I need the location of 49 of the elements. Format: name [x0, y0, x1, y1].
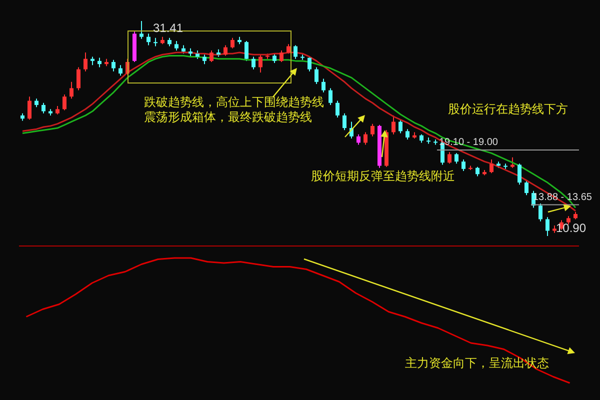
candlestick	[294, 44, 298, 60]
candlestick	[140, 20, 144, 40]
candlestick	[224, 44, 228, 56]
candlestick	[356, 134, 360, 146]
candlestick	[336, 100, 340, 118]
candlestick	[538, 203, 542, 222]
candlestick	[272, 53, 276, 64]
candlestick	[448, 152, 452, 164]
candlestick	[314, 66, 318, 84]
candlestick	[28, 96, 32, 120]
candlestick	[476, 166, 480, 177]
candlestick	[174, 40, 178, 51]
candlestick	[210, 50, 214, 62]
candlestick	[70, 81, 74, 100]
candlestick	[62, 94, 66, 111]
candlestick	[322, 78, 326, 93]
candlestick	[490, 158, 494, 174]
candlestick	[546, 216, 550, 236]
candlestick	[76, 66, 80, 91]
annotation: 跌破趋势线，高位上下围绕趋势线	[144, 95, 324, 109]
candlestick	[230, 37, 234, 49]
candlestick	[308, 56, 312, 72]
candlestick	[392, 114, 396, 135]
candlestick	[98, 57, 102, 68]
candlestick	[84, 52, 88, 72]
candlestick	[146, 33, 150, 46]
candlestick	[202, 54, 206, 65]
candlestick	[280, 50, 284, 62]
candlestick	[510, 156, 514, 168]
annotation: 10.90	[556, 221, 586, 235]
candlestick	[42, 102, 46, 114]
candlestick	[252, 56, 256, 70]
candlestick	[342, 112, 346, 131]
annotation: 股价运行在趋势线下方	[448, 102, 568, 116]
candlestick	[364, 132, 368, 146]
candlestick	[258, 54, 262, 73]
candlestick	[118, 64, 122, 76]
candlestick	[328, 88, 332, 106]
candlestick	[454, 152, 458, 164]
candlestick	[112, 59, 116, 72]
candlestick	[524, 180, 528, 196]
candlestick	[462, 158, 466, 172]
candlestick	[518, 163, 522, 186]
annotation: 震荡形成箱体，最终跌破趋势线	[144, 110, 312, 124]
candlestick	[370, 123, 374, 137]
candlestick	[244, 40, 248, 62]
annotation: 股价短期反弹至趋势线附近	[311, 169, 455, 183]
candlestick	[406, 128, 410, 140]
candlestick	[398, 119, 402, 134]
